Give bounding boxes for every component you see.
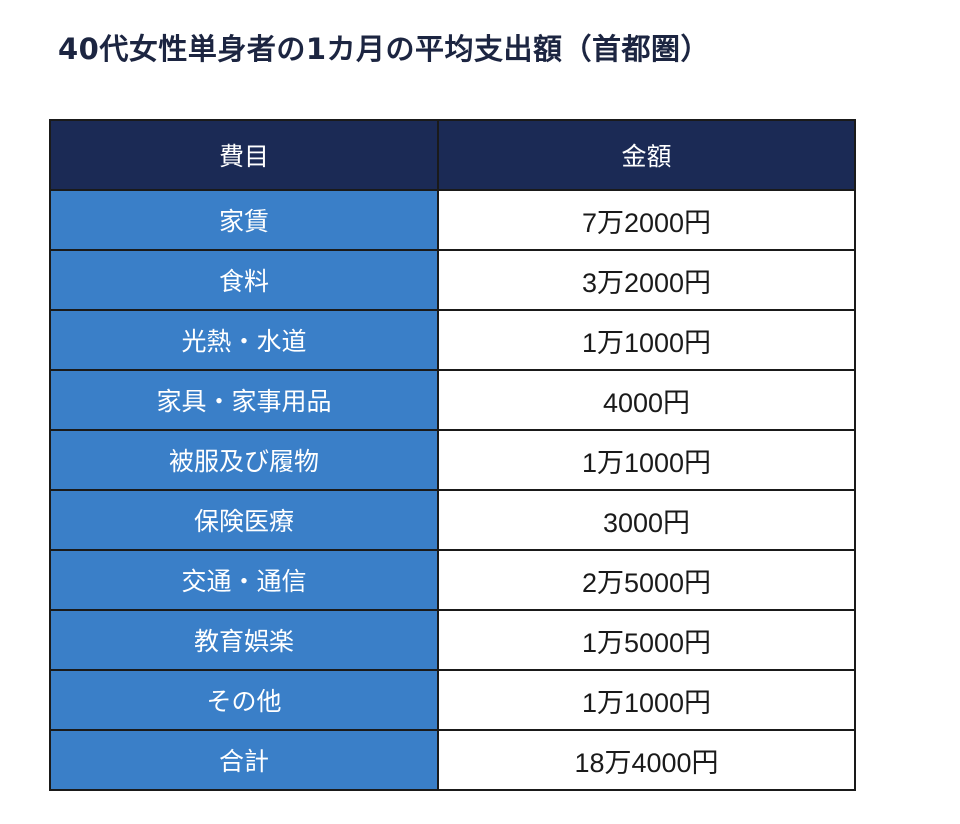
page-title: 40代女性単身者の1カ月の平均支出額（首都圏） — [58, 32, 711, 66]
category-cell: 交通・通信 — [49, 549, 439, 611]
category-cell: 被服及び履物 — [49, 429, 439, 491]
total-label-cell: 合計 — [49, 729, 439, 791]
table-row: 家具・家事用品 4000円 — [49, 369, 856, 431]
table-row: その他 1万1000円 — [49, 669, 856, 731]
amount-cell: 3万2000円 — [437, 249, 856, 311]
table-row: 保険医療 3000円 — [49, 489, 856, 551]
amount-cell: 4000円 — [437, 369, 856, 431]
category-cell: 家賃 — [49, 189, 439, 251]
table-row: 光熱・水道 1万1000円 — [49, 309, 856, 371]
amount-cell: 3000円 — [437, 489, 856, 551]
category-cell: 光熱・水道 — [49, 309, 439, 371]
table-row: 被服及び履物 1万1000円 — [49, 429, 856, 491]
category-cell: その他 — [49, 669, 439, 731]
category-cell: 家具・家事用品 — [49, 369, 439, 431]
table-header-row: 費目 金額 — [49, 119, 856, 191]
amount-cell: 2万5000円 — [437, 549, 856, 611]
table-row: 教育娯楽 1万5000円 — [49, 609, 856, 671]
header-amount: 金額 — [437, 119, 856, 191]
amount-cell: 1万1000円 — [437, 429, 856, 491]
amount-cell: 7万2000円 — [437, 189, 856, 251]
table-row: 家賃 7万2000円 — [49, 189, 856, 251]
table-row: 交通・通信 2万5000円 — [49, 549, 856, 611]
amount-cell: 1万1000円 — [437, 669, 856, 731]
header-category: 費目 — [49, 119, 439, 191]
total-amount-cell: 18万4000円 — [437, 729, 856, 791]
category-cell: 教育娯楽 — [49, 609, 439, 671]
category-cell: 食料 — [49, 249, 439, 311]
category-cell: 保険医療 — [49, 489, 439, 551]
table-total-row: 合計 18万4000円 — [49, 729, 856, 791]
amount-cell: 1万5000円 — [437, 609, 856, 671]
table-row: 食料 3万2000円 — [49, 249, 856, 311]
amount-cell: 1万1000円 — [437, 309, 856, 371]
expense-table: 費目 金額 家賃 7万2000円 食料 3万2000円 光熱・水道 1万1000… — [49, 119, 856, 791]
